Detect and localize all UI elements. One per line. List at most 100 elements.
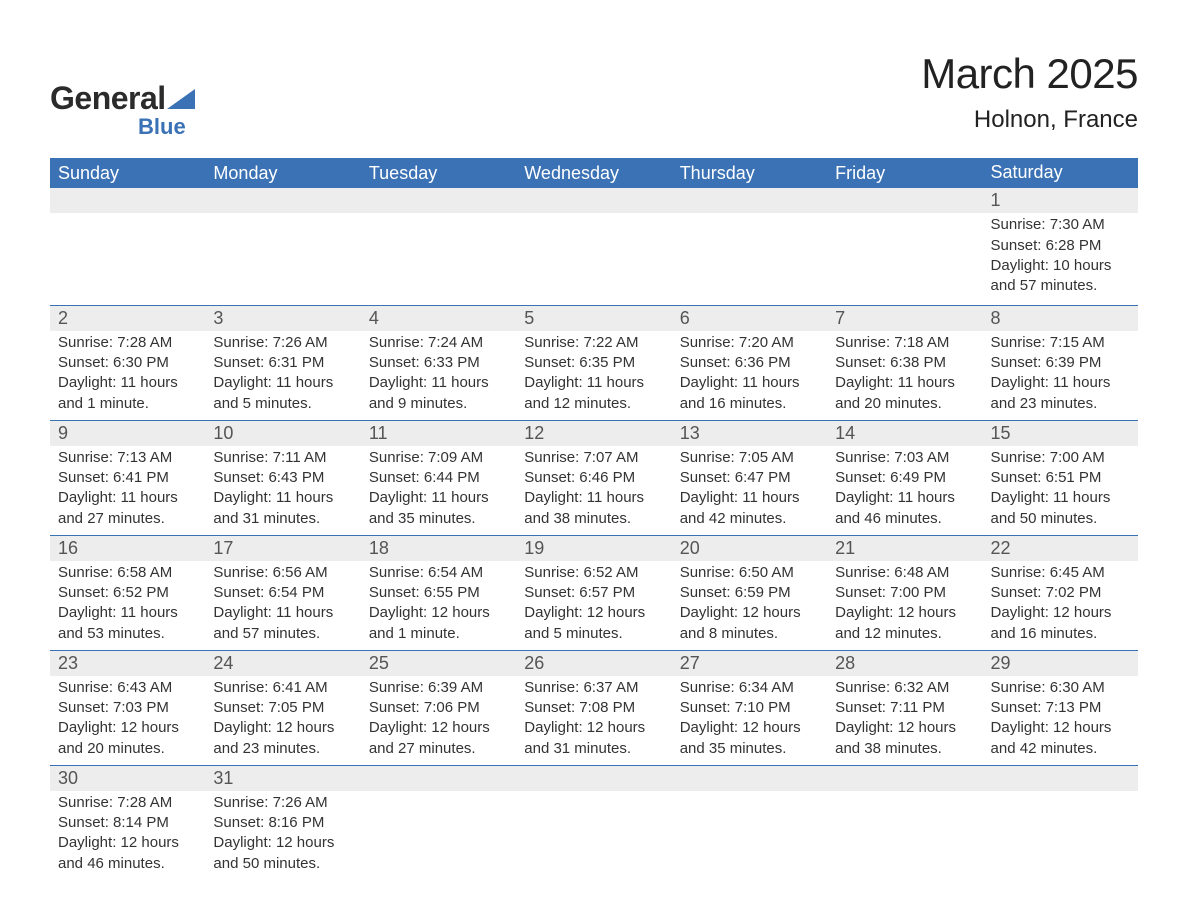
day-number-cell: [516, 765, 671, 791]
sunset-text: Sunset: 6:30 PM: [58, 353, 197, 373]
sunrise-text: Sunrise: 6:58 AM: [58, 563, 197, 583]
daylight-text-1: Daylight: 11 hours: [835, 373, 974, 393]
day-number-cell: 13: [672, 420, 827, 446]
day-detail-cell: Sunrise: 7:22 AMSunset: 6:35 PMDaylight:…: [516, 331, 671, 421]
day-number-cell: 21: [827, 535, 982, 561]
sunset-text: Sunset: 7:03 PM: [58, 698, 197, 718]
sunrise-text: Sunrise: 6:39 AM: [369, 678, 508, 698]
daylight-text-1: Daylight: 12 hours: [991, 603, 1130, 623]
day-number-cell: [983, 765, 1138, 791]
day-number-cell: 4: [361, 305, 516, 331]
daylight-text-1: Daylight: 11 hours: [524, 488, 663, 508]
weekday-header: Tuesday: [361, 158, 516, 188]
day-number-cell: 7: [827, 305, 982, 331]
day-detail-cell: [50, 213, 205, 305]
sunrise-text: Sunrise: 6:56 AM: [213, 563, 352, 583]
daylight-text-2: and 31 minutes.: [524, 739, 663, 759]
daylight-text-2: and 5 minutes.: [213, 394, 352, 414]
day-detail-cell: [672, 791, 827, 880]
day-number-cell: [205, 188, 360, 214]
sunset-text: Sunset: 6:28 PM: [991, 236, 1130, 256]
daylight-text-2: and 1 minute.: [369, 624, 508, 644]
day-detail-cell: Sunrise: 6:58 AMSunset: 6:52 PMDaylight:…: [50, 561, 205, 651]
daylight-text-1: Daylight: 12 hours: [835, 603, 974, 623]
header: General Blue March 2025 Holnon, France: [50, 50, 1138, 140]
logo: General Blue: [50, 80, 195, 140]
day-number-cell: 19: [516, 535, 671, 561]
daylight-text-1: Daylight: 12 hours: [524, 603, 663, 623]
day-number-cell: 9: [50, 420, 205, 446]
daylight-text-1: Daylight: 12 hours: [213, 718, 352, 738]
day-number-cell: 10: [205, 420, 360, 446]
daylight-text-2: and 27 minutes.: [58, 509, 197, 529]
day-number-cell: 26: [516, 650, 671, 676]
sunrise-text: Sunrise: 6:45 AM: [991, 563, 1130, 583]
daylight-text-2: and 38 minutes.: [524, 509, 663, 529]
daylight-text-2: and 8 minutes.: [680, 624, 819, 644]
daylight-text-1: Daylight: 12 hours: [680, 718, 819, 738]
daylight-text-1: Daylight: 11 hours: [991, 373, 1130, 393]
day-detail-cell: Sunrise: 7:26 AMSunset: 8:16 PMDaylight:…: [205, 791, 360, 880]
daylight-text-2: and 50 minutes.: [991, 509, 1130, 529]
day-number-cell: 23: [50, 650, 205, 676]
day-number-cell: 16: [50, 535, 205, 561]
day-detail-cell: Sunrise: 6:37 AMSunset: 7:08 PMDaylight:…: [516, 676, 671, 766]
day-detail-cell: Sunrise: 6:39 AMSunset: 7:06 PMDaylight:…: [361, 676, 516, 766]
daylight-text-2: and 27 minutes.: [369, 739, 508, 759]
day-detail-cell: [672, 213, 827, 305]
sunset-text: Sunset: 7:10 PM: [680, 698, 819, 718]
sunrise-text: Sunrise: 7:26 AM: [213, 333, 352, 353]
sunrise-text: Sunrise: 7:20 AM: [680, 333, 819, 353]
day-detail-cell: [516, 791, 671, 880]
daylight-text-1: Daylight: 11 hours: [369, 488, 508, 508]
daylight-text-2: and 42 minutes.: [680, 509, 819, 529]
day-detail-cell: Sunrise: 7:15 AMSunset: 6:39 PMDaylight:…: [983, 331, 1138, 421]
day-number-cell: 18: [361, 535, 516, 561]
daylight-text-2: and 53 minutes.: [58, 624, 197, 644]
day-number-cell: [672, 765, 827, 791]
daylight-text-2: and 38 minutes.: [835, 739, 974, 759]
sunset-text: Sunset: 6:35 PM: [524, 353, 663, 373]
day-detail-row: Sunrise: 7:13 AMSunset: 6:41 PMDaylight:…: [50, 446, 1138, 536]
sunset-text: Sunset: 6:43 PM: [213, 468, 352, 488]
day-detail-cell: Sunrise: 7:24 AMSunset: 6:33 PMDaylight:…: [361, 331, 516, 421]
sunset-text: Sunset: 6:59 PM: [680, 583, 819, 603]
day-detail-cell: Sunrise: 6:43 AMSunset: 7:03 PMDaylight:…: [50, 676, 205, 766]
sunset-text: Sunset: 6:47 PM: [680, 468, 819, 488]
sunrise-text: Sunrise: 7:24 AM: [369, 333, 508, 353]
weekday-header: Monday: [205, 158, 360, 188]
sunrise-text: Sunrise: 6:52 AM: [524, 563, 663, 583]
daylight-text-1: Daylight: 11 hours: [213, 488, 352, 508]
day-detail-cell: Sunrise: 7:28 AMSunset: 8:14 PMDaylight:…: [50, 791, 205, 880]
daylight-text-2: and 50 minutes.: [213, 854, 352, 874]
day-detail-cell: Sunrise: 7:26 AMSunset: 6:31 PMDaylight:…: [205, 331, 360, 421]
day-number-cell: 2: [50, 305, 205, 331]
day-detail-cell: Sunrise: 7:00 AMSunset: 6:51 PMDaylight:…: [983, 446, 1138, 536]
daylight-text-1: Daylight: 11 hours: [213, 603, 352, 623]
daylight-text-2: and 9 minutes.: [369, 394, 508, 414]
sunset-text: Sunset: 6:54 PM: [213, 583, 352, 603]
day-detail-cell: Sunrise: 7:11 AMSunset: 6:43 PMDaylight:…: [205, 446, 360, 536]
day-detail-cell: Sunrise: 6:34 AMSunset: 7:10 PMDaylight:…: [672, 676, 827, 766]
day-number-cell: 27: [672, 650, 827, 676]
day-detail-cell: [205, 213, 360, 305]
weekday-header: Sunday: [50, 158, 205, 188]
weekday-header-row: Sunday Monday Tuesday Wednesday Thursday…: [50, 158, 1138, 188]
sunrise-text: Sunrise: 6:48 AM: [835, 563, 974, 583]
daylight-text-2: and 42 minutes.: [991, 739, 1130, 759]
daylight-text-2: and 12 minutes.: [524, 394, 663, 414]
daylight-text-2: and 23 minutes.: [213, 739, 352, 759]
daylight-text-2: and 5 minutes.: [524, 624, 663, 644]
weekday-header: Saturday: [983, 158, 1138, 188]
day-number-cell: [361, 188, 516, 214]
day-detail-cell: Sunrise: 6:56 AMSunset: 6:54 PMDaylight:…: [205, 561, 360, 651]
sunset-text: Sunset: 6:31 PM: [213, 353, 352, 373]
sunset-text: Sunset: 6:41 PM: [58, 468, 197, 488]
sunset-text: Sunset: 6:55 PM: [369, 583, 508, 603]
sunset-text: Sunset: 6:51 PM: [991, 468, 1130, 488]
sunrise-text: Sunrise: 7:15 AM: [991, 333, 1130, 353]
daylight-text-1: Daylight: 11 hours: [680, 373, 819, 393]
day-number-row: 1: [50, 188, 1138, 214]
sunset-text: Sunset: 6:52 PM: [58, 583, 197, 603]
sunrise-text: Sunrise: 7:28 AM: [58, 333, 197, 353]
